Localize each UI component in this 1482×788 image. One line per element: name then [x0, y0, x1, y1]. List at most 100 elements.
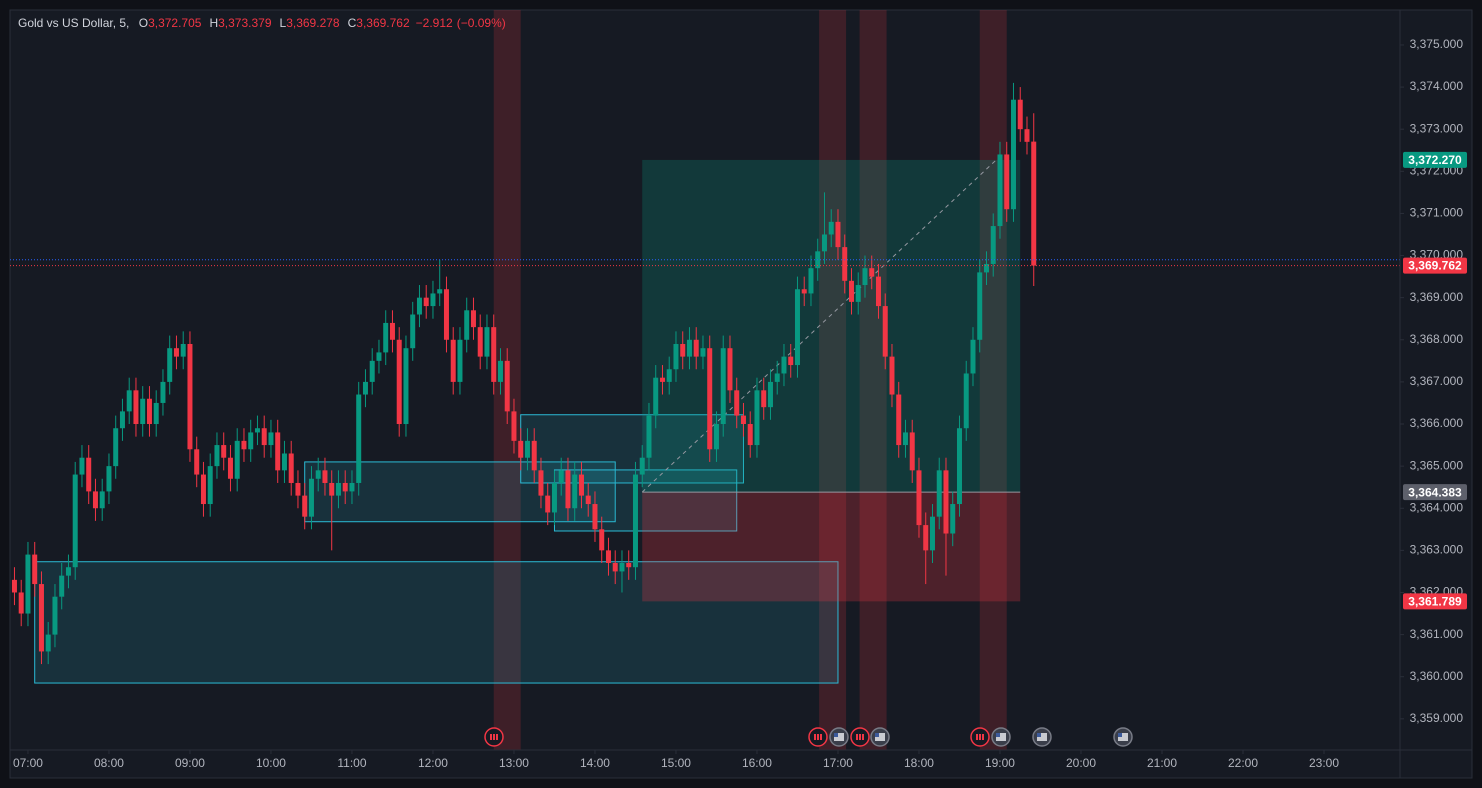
event-band — [819, 10, 847, 750]
candle-body — [52, 596, 58, 635]
zone-box — [34, 561, 839, 684]
y-tick-label: 3,369.000 — [1410, 290, 1464, 304]
event-icon-bar — [982, 734, 984, 740]
candle-body — [180, 343, 186, 357]
candle-body — [977, 272, 983, 340]
candle-body — [464, 310, 470, 340]
candle-body — [342, 482, 348, 492]
chart-frame — [9, 9, 1473, 779]
ohlc-value: 3,369.278 — [286, 16, 340, 30]
candle-body — [605, 550, 611, 563]
candle-body — [410, 314, 416, 349]
candle-body — [221, 445, 227, 458]
candle-body — [194, 449, 200, 475]
price-tag — [1403, 151, 1467, 168]
candle-body — [754, 390, 760, 446]
candle-body — [970, 339, 976, 374]
candle-body — [545, 495, 551, 513]
event-icon-flag-canton — [1118, 733, 1122, 737]
candle-body — [889, 356, 895, 395]
x-tick-label: 08:00 — [94, 756, 124, 770]
candle-body — [727, 348, 733, 391]
candle-body — [916, 470, 922, 526]
candle-body — [1010, 99, 1016, 210]
candle-body — [79, 457, 85, 475]
x-tick-label: 11:00 — [337, 756, 366, 770]
y-tick-label: 3,371.000 — [1410, 206, 1464, 220]
candle-body — [450, 339, 456, 382]
candle-body — [997, 154, 1003, 227]
price-lines — [10, 259, 1400, 267]
candle-body — [767, 381, 773, 408]
candle-body — [32, 554, 38, 585]
y-tick-label: 3,368.000 — [1410, 332, 1464, 346]
candle-body — [734, 390, 740, 416]
candle-body — [356, 394, 362, 483]
x-tick-label: 14:00 — [580, 756, 610, 770]
candle-body — [477, 327, 483, 357]
candle-body — [403, 348, 409, 425]
x-tick-label: 20:00 — [1066, 756, 1096, 770]
candle-body — [1017, 99, 1023, 130]
candle-body — [1024, 129, 1030, 142]
candle-body — [484, 327, 490, 357]
candle-body — [281, 453, 287, 471]
candle-body — [106, 466, 112, 492]
candle-body — [113, 428, 119, 467]
candle-body — [383, 322, 389, 353]
candle-body — [740, 415, 746, 425]
candle-body — [167, 348, 173, 382]
event-icon-flag — [875, 733, 885, 741]
candle-body — [349, 482, 355, 492]
event-bands — [493, 10, 1007, 750]
zone-box — [553, 469, 738, 532]
candle-body — [929, 516, 935, 551]
x-tick-label: 23:00 — [1309, 756, 1339, 770]
event-icon-flag-canton — [1037, 733, 1041, 737]
y-tick-label: 3,364.000 — [1410, 500, 1464, 514]
price-tag-label: 3,361.789 — [1408, 595, 1462, 609]
candle-body — [720, 348, 726, 425]
candle-body — [943, 470, 949, 534]
change-percent: (−0.09%) — [457, 16, 506, 30]
candle-body — [781, 356, 787, 374]
candle-body — [38, 584, 44, 652]
event-icons — [484, 727, 1133, 747]
candle-body — [788, 356, 794, 366]
candle-body — [261, 428, 267, 446]
candle-body — [599, 529, 605, 551]
candle-body — [983, 263, 989, 273]
candle-body — [315, 470, 321, 479]
candle-body — [936, 470, 942, 517]
candle-body — [1004, 154, 1010, 210]
candle-body — [65, 567, 71, 576]
candle-body — [389, 322, 395, 340]
x-tick-label: 19:00 — [985, 756, 1015, 770]
candle-body — [808, 268, 814, 294]
candle-body — [693, 339, 699, 357]
candle-body — [909, 432, 915, 471]
candle-body — [518, 440, 524, 458]
chart-header: Gold vs US Dollar, 5, O3,372.705 H3,373.3… — [18, 16, 506, 30]
x-tick-label: 07:00 — [13, 756, 43, 770]
y-tick-label: 3,375.000 — [1410, 37, 1464, 51]
candle-body — [335, 482, 341, 496]
candle-body — [200, 474, 206, 505]
candle-body — [572, 474, 578, 509]
candle-body — [896, 394, 902, 446]
candle-body — [801, 289, 807, 294]
event-icon-flag — [834, 733, 844, 741]
price-tag-label: 3,372.270 — [1408, 153, 1462, 167]
event-icon-bar — [859, 734, 861, 740]
event-icon-bar — [979, 734, 981, 740]
candle-body — [659, 377, 665, 382]
candle-body — [329, 482, 335, 496]
candle-body — [45, 634, 51, 652]
x-tick-label: 16:00 — [742, 756, 772, 770]
candle-body — [558, 470, 564, 483]
candle-body — [133, 390, 139, 425]
candle-body — [72, 474, 78, 568]
candle-body — [497, 360, 503, 382]
